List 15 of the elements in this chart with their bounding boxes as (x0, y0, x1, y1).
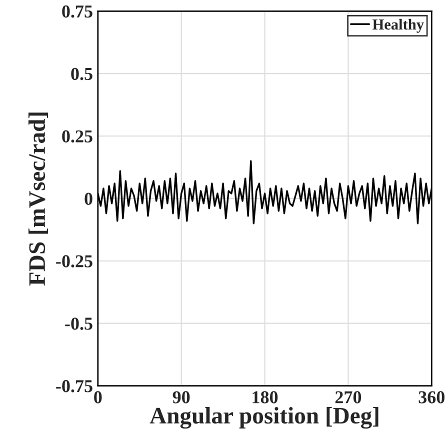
y-tick-label: 0.5 (71, 68, 92, 80)
x-axis-title: Angular position [Deg] (150, 407, 378, 429)
x-tick-label: 270 (335, 391, 362, 404)
y-tick-label: 0.75 (62, 5, 92, 18)
y-axis-title: FDS [mVsec/rad] (28, 112, 48, 286)
x-tick-label: 180 (252, 391, 278, 404)
y-tick-label: -0.25 (56, 255, 92, 268)
y-tick-label: -0.75 (56, 380, 92, 392)
y-tick-label: 0 (84, 192, 92, 205)
legend-label: Healthy (372, 18, 424, 33)
x-tick-label: 90 (172, 391, 190, 404)
x-tick-label: 360 (418, 391, 445, 404)
y-tick-label: 0.25 (62, 130, 92, 143)
y-tick-label: -0.5 (65, 318, 92, 330)
x-tick-label: 0 (94, 391, 102, 404)
